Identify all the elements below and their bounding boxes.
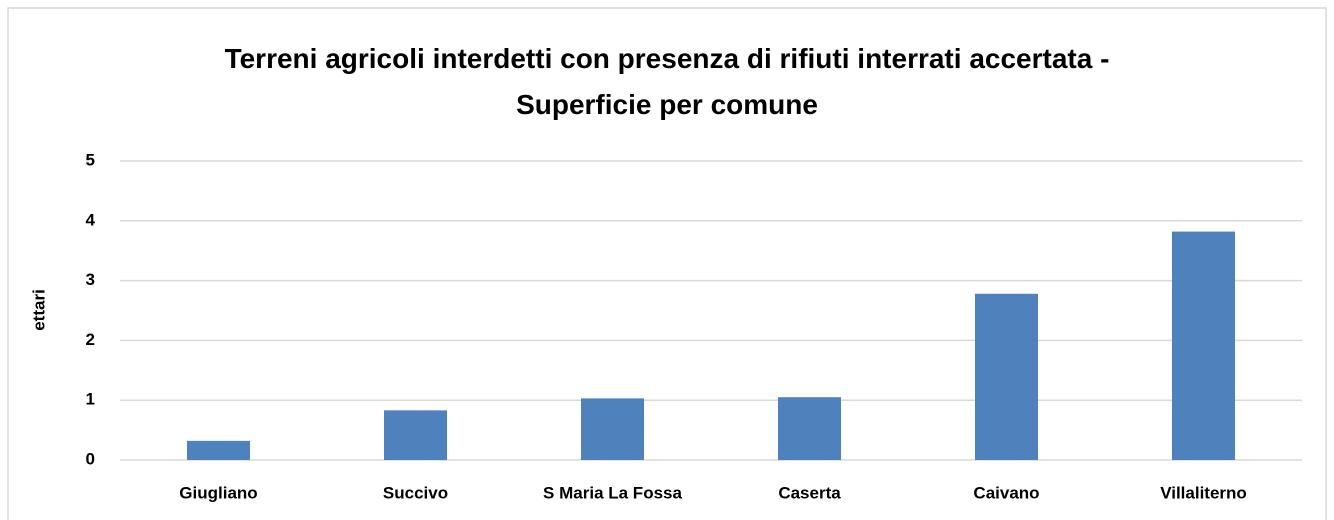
bar [186,440,251,460]
y-tick-label: 1 [86,390,95,409]
y-tick-label: 3 [86,270,95,289]
x-tick-label: S Maria La Fossa [543,483,682,502]
bar [580,398,645,460]
x-tick-label: Caivano [973,483,1039,502]
y-tick-label: 5 [86,150,95,169]
y-axis-label: ettari [29,289,48,331]
y-tick-label: 2 [86,330,95,349]
y-tick-label: 0 [86,449,95,468]
chart-title: Terreni agricoli interdetti con presenza… [224,43,1110,120]
x-tick-label: Succivo [383,483,448,502]
x-tick-label: Giugliano [179,483,257,502]
chart-frame [7,7,1327,520]
bar [974,293,1039,460]
x-tick-label: Caserta [778,483,841,502]
bar [1171,231,1236,460]
bar [777,397,842,460]
bar [383,410,448,460]
x-tick-label: Villaliterno [1160,483,1247,502]
y-tick-label: 4 [86,210,96,229]
